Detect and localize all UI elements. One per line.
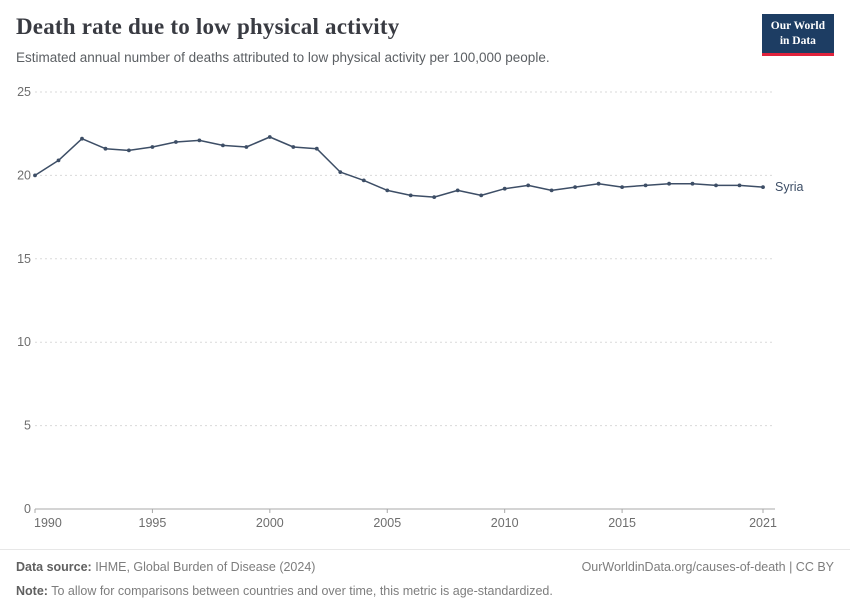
note-value: To allow for comparisons between countri… xyxy=(47,584,553,599)
owid-logo-line2: in Data xyxy=(779,34,816,47)
chart-subtitle: Estimated annual number of deaths attrib… xyxy=(16,50,550,65)
svg-text:20: 20 xyxy=(17,168,31,182)
data-source: Data source: IHME, Global Burden of Dise… xyxy=(16,559,315,576)
svg-text:10: 10 xyxy=(17,335,31,349)
svg-text:15: 15 xyxy=(17,252,31,266)
note-label: Note: xyxy=(16,584,48,599)
svg-text:0: 0 xyxy=(24,502,31,516)
svg-text:2021: 2021 xyxy=(749,516,777,530)
data-source-label: Data source: xyxy=(16,560,92,575)
chart-note: Note: To allow for comparisons between c… xyxy=(16,583,834,600)
svg-text:1995: 1995 xyxy=(139,516,167,530)
page-title: Death rate due to low physical activity xyxy=(16,14,400,39)
chart-footer: Data source: IHME, Global Burden of Dise… xyxy=(0,549,850,600)
svg-text:5: 5 xyxy=(24,419,31,433)
svg-text:1990: 1990 xyxy=(34,516,62,530)
chart-header: Death rate due to low physical activity … xyxy=(16,14,834,65)
data-source-value: IHME, Global Burden of Disease (2024) xyxy=(91,560,316,575)
svg-text:2010: 2010 xyxy=(491,516,519,530)
svg-text:2015: 2015 xyxy=(608,516,636,530)
svg-text:2005: 2005 xyxy=(373,516,401,530)
svg-text:2000: 2000 xyxy=(256,516,284,530)
owid-logo: Our World in Data xyxy=(761,14,834,56)
line-chart: 0 5 10 15 20 25 1990 1995 2000 2005 2010 2015 2021 Sy… xyxy=(17,85,804,530)
svg-text:Syria: Syria xyxy=(775,180,804,194)
svg-text:25: 25 xyxy=(17,85,31,99)
attribution-link: OurWorldinData.org/causes-of-death | CC … xyxy=(581,560,834,575)
owid-logo-line1: Our World xyxy=(770,20,825,32)
